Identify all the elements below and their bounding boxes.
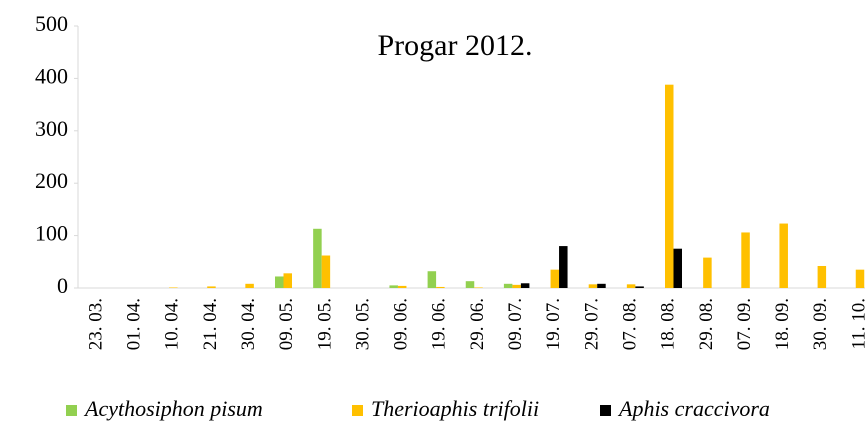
bar — [855, 269, 865, 288]
bar — [703, 257, 712, 288]
y-tick-label: 0 — [57, 273, 68, 298]
bar — [474, 287, 483, 288]
bar — [673, 248, 682, 288]
x-tick-label: 29. 06. — [467, 298, 488, 350]
y-tick-label: 400 — [35, 63, 68, 88]
bar — [436, 286, 445, 288]
bar — [559, 246, 568, 288]
legend-swatch — [600, 405, 611, 416]
x-tick-label: 21. 04. — [200, 298, 221, 350]
bar — [275, 276, 284, 288]
x-tick-label: 01. 04. — [124, 298, 145, 350]
bar — [635, 286, 644, 288]
bar — [817, 265, 827, 288]
bar — [512, 284, 521, 288]
legend-label: Therioaphis trifolii — [371, 396, 539, 421]
x-tick-label: 10. 04. — [162, 298, 183, 350]
x-tick-label: 29. 08. — [696, 298, 717, 350]
bar — [550, 269, 560, 288]
bar — [427, 271, 437, 288]
bar — [389, 285, 398, 288]
x-tick-label: 30. 04. — [238, 298, 259, 350]
bar — [741, 232, 750, 288]
bar — [626, 284, 636, 288]
legend-swatch — [352, 405, 363, 416]
y-tick-label: 500 — [35, 11, 68, 36]
x-tick-label: 19. 07. — [543, 298, 564, 350]
bar — [665, 84, 674, 288]
x-tick-label: 07. 08. — [619, 298, 640, 350]
chart-title: Progar 2012. — [378, 29, 533, 62]
x-tick-label: 09. 06. — [391, 298, 412, 350]
y-tick-label: 100 — [35, 221, 68, 246]
x-tick-label: 19. 06. — [429, 298, 450, 350]
bar — [321, 255, 331, 288]
x-tick-label: 30. 09. — [810, 298, 831, 350]
bar — [520, 283, 530, 288]
y-tick-label: 300 — [35, 116, 68, 141]
bar — [588, 284, 598, 288]
x-tick-label: 09. 07. — [505, 298, 526, 350]
x-tick-label: 18. 09. — [772, 298, 793, 350]
bar — [207, 286, 216, 288]
bar — [283, 273, 292, 288]
bar — [313, 228, 322, 288]
bar — [597, 283, 606, 288]
y-tick-label: 200 — [35, 168, 68, 193]
bar — [169, 287, 178, 288]
bar — [465, 281, 475, 288]
x-tick-label: 23. 03. — [85, 298, 106, 350]
x-tick-label: 07. 09. — [734, 298, 755, 350]
bar — [397, 285, 407, 288]
legend-swatch — [66, 405, 77, 416]
legend-label: Aphis craccivora — [617, 396, 770, 421]
bar — [245, 283, 254, 288]
legend-label: Acythosiphon pisum — [83, 396, 263, 421]
bar — [779, 223, 788, 288]
bar — [503, 283, 513, 288]
x-tick-label: 11. 10. — [848, 298, 865, 350]
x-tick-label: 18. 08. — [658, 298, 679, 350]
x-tick-label: 30. 05. — [352, 298, 373, 350]
x-tick-label: 29. 07. — [581, 298, 602, 350]
x-tick-label: 09. 05. — [276, 298, 297, 350]
x-tick-label: 19. 05. — [314, 298, 335, 350]
